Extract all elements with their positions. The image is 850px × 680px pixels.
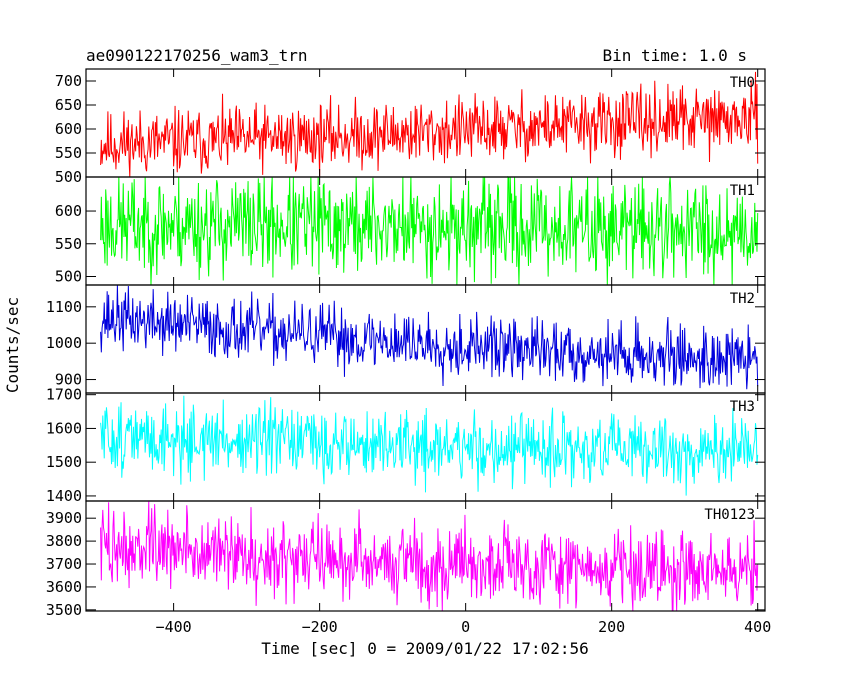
y-axis-title: Counts/sec [3,297,22,393]
panel-label: TH3 [730,399,755,415]
panel-label: TH1 [730,183,755,199]
panel-th0123: 3500 3600 3700 3800 3900 TH0123 [46,500,766,619]
panel-label: TH0123 [704,507,755,523]
y-tick-label: 3600 [46,578,82,596]
panel-th2: 900 1000 1100 TH2 [46,284,766,394]
y-tick-label: 3900 [46,509,82,527]
panel-frame [85,500,766,612]
panel-th1: 500 550 600 TH1 [55,175,766,286]
y-tick-label: 1600 [46,419,82,437]
chart-title: ae090122170256_wam3_trn [86,46,308,65]
y-tick-label: 1500 [46,453,82,471]
y-tick-label: 3800 [46,532,82,550]
y-tick-label: 3500 [46,601,82,619]
x-axis-title: Time [sec] 0 = 2009/01/22 17:02:56 [261,639,589,658]
y-tick-label: 1400 [46,487,82,505]
y-tick-label: 700 [55,72,82,90]
y-tick-label: 900 [55,371,82,389]
y-tick-label: 1100 [46,298,82,316]
series-line-th1 [100,175,759,286]
series-line-th0 [100,71,759,178]
y-tick-label: 550 [55,144,82,162]
bin-time-label: Bin time: 1.0 s [603,46,748,65]
panel-th0: 500 550 600 650 700 TH0 [55,68,766,186]
x-tick-label: −200 [302,618,338,636]
series-line-th2 [100,284,759,390]
y-tick-label: 600 [55,120,82,138]
y-tick-label: 650 [55,96,82,114]
x-tick-label: 0 [461,618,470,636]
y-tick-label: 500 [55,267,82,285]
y-tick-label: 550 [55,235,82,253]
x-tick-label: 400 [744,618,771,636]
x-tick-label: −400 [156,618,192,636]
y-tick-label: 500 [55,168,82,186]
x-tick-label: 200 [598,618,625,636]
panel-th3: 1400 1500 1600 1700 TH3 [46,386,766,505]
panel-label: TH2 [730,291,755,307]
panel-label: TH0 [730,75,755,91]
y-tick-label: 600 [55,202,82,220]
y-tick-label: 1000 [46,334,82,352]
series-line-th3 [100,395,759,496]
y-tick-label: 1700 [46,386,82,404]
series-line-th0123 [100,500,759,612]
panels-group: 500 550 600 650 700 TH0 500 550 600 TH1 900 1000 110… [46,68,771,636]
y-tick-label: 3700 [46,555,82,573]
